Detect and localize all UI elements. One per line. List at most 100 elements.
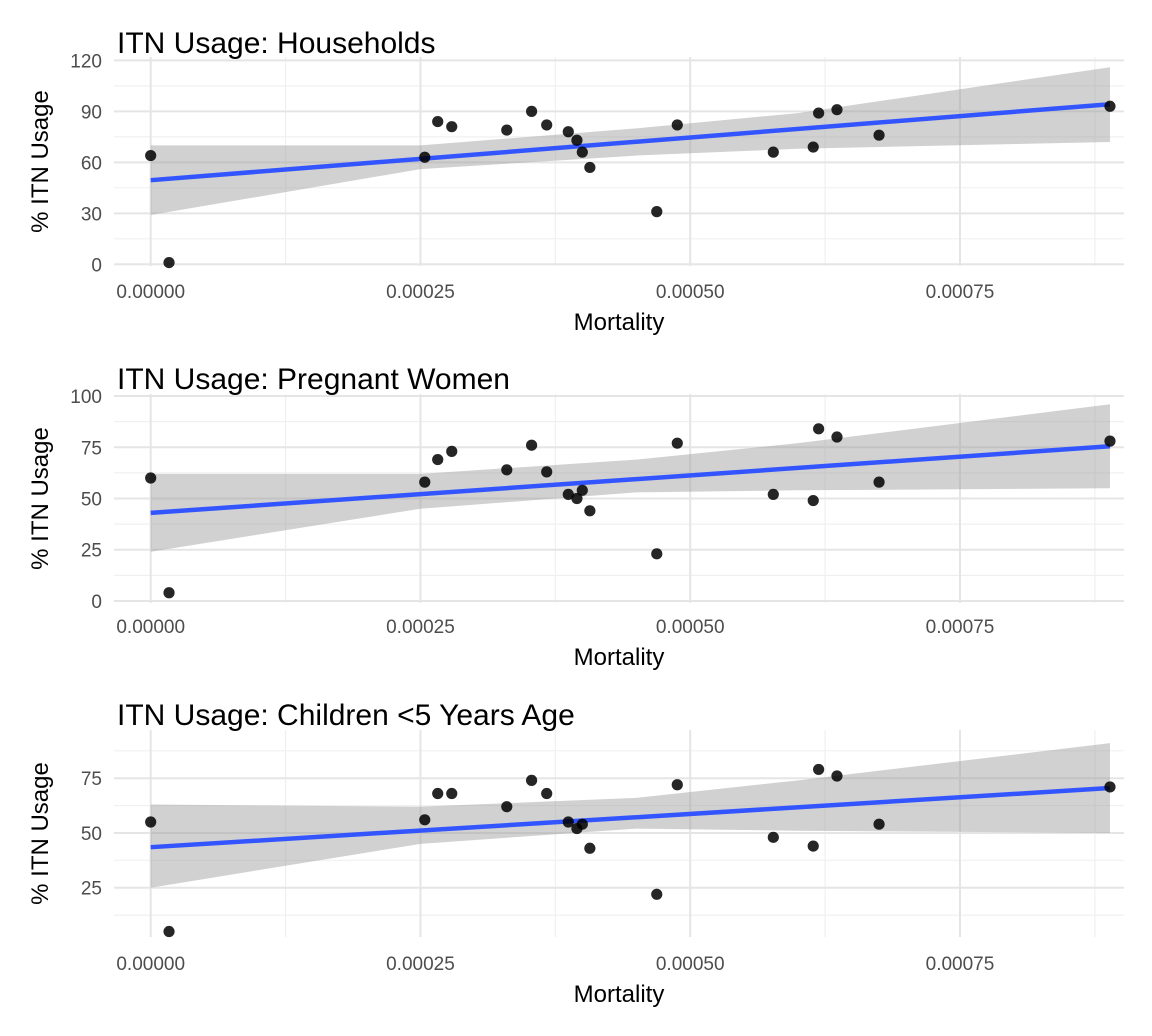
data-point bbox=[831, 104, 843, 116]
data-point bbox=[813, 423, 825, 435]
data-point bbox=[562, 126, 574, 138]
x-axis-label: Mortality bbox=[574, 644, 665, 671]
data-point bbox=[584, 505, 596, 517]
x-tick-label: 0.00050 bbox=[656, 954, 725, 975]
data-point bbox=[807, 141, 819, 153]
data-point bbox=[767, 488, 779, 501]
regression-line bbox=[150, 101, 1111, 183]
data-point bbox=[1104, 435, 1116, 447]
x-tick-label: 0.00025 bbox=[386, 954, 455, 975]
data-point bbox=[671, 779, 683, 791]
data-point bbox=[525, 105, 538, 117]
data-point bbox=[419, 476, 431, 488]
data-point bbox=[501, 124, 513, 136]
data-point bbox=[541, 119, 553, 131]
data-point bbox=[671, 437, 683, 449]
data-point bbox=[584, 842, 596, 854]
data-point bbox=[571, 492, 583, 505]
data-point bbox=[163, 257, 175, 269]
data-point bbox=[873, 818, 885, 830]
data-point bbox=[651, 548, 663, 560]
regression-line bbox=[150, 444, 1111, 516]
data-point bbox=[807, 494, 819, 507]
y-tick-label: 90 bbox=[81, 102, 102, 123]
y-tick-label: 50 bbox=[81, 824, 102, 845]
data-point bbox=[571, 134, 583, 146]
y-tick-label: 0 bbox=[91, 255, 102, 276]
data-point bbox=[576, 146, 588, 158]
x-tick-label: 0.00075 bbox=[926, 954, 995, 975]
chart-panel-1: ITN Usage: Households 0.00000 0.00025 0.000… bbox=[27, 27, 1124, 336]
data-point bbox=[1104, 781, 1116, 793]
data-point bbox=[576, 818, 588, 830]
x-tick-label: 0.00075 bbox=[926, 617, 995, 638]
y-axis-label: % ITN Usage bbox=[27, 427, 54, 570]
data-point bbox=[831, 770, 843, 782]
data-point bbox=[541, 466, 553, 478]
chart-panel-2: ITN Usage: Pregnant Women 0.00000 0.00025 0… bbox=[27, 363, 1124, 671]
data-point bbox=[525, 774, 538, 786]
chart-title: ITN Usage: Children <5 Years Age bbox=[117, 699, 575, 732]
data-point bbox=[501, 801, 513, 813]
x-tick-label: 0.00050 bbox=[656, 282, 725, 303]
data-point bbox=[419, 814, 431, 826]
data-point bbox=[831, 431, 843, 443]
data-point bbox=[419, 151, 431, 163]
data-point bbox=[873, 476, 885, 488]
data-point bbox=[145, 149, 157, 162]
data-point bbox=[541, 787, 553, 800]
data-point bbox=[432, 453, 444, 466]
x-axis-label: Mortality bbox=[574, 309, 665, 336]
data-point bbox=[446, 787, 458, 800]
x-tick-label: 0.00000 bbox=[116, 617, 185, 638]
x-tick-label: 0.00000 bbox=[116, 282, 185, 303]
y-tick-label: 25 bbox=[81, 879, 102, 900]
data-point bbox=[873, 129, 885, 141]
x-tick-label: 0.00025 bbox=[386, 282, 455, 303]
data-point bbox=[501, 464, 513, 476]
data-point bbox=[145, 816, 157, 828]
y-tick-label: 75 bbox=[81, 769, 102, 790]
data-point bbox=[813, 107, 825, 119]
regression-line bbox=[150, 785, 1111, 850]
data-point bbox=[163, 925, 175, 938]
data-point bbox=[651, 888, 663, 900]
y-tick-label: 100 bbox=[70, 387, 102, 408]
data-point bbox=[432, 787, 444, 800]
data-point bbox=[446, 445, 458, 457]
data-point bbox=[813, 763, 825, 776]
data-point bbox=[432, 115, 444, 128]
x-axis-label: Mortality bbox=[574, 981, 665, 1008]
y-tick-label: 50 bbox=[81, 490, 102, 511]
x-tick-label: 0.00075 bbox=[926, 282, 995, 303]
x-tick-label: 0.00050 bbox=[656, 617, 725, 638]
data-point bbox=[767, 146, 779, 158]
y-tick-label: 60 bbox=[81, 153, 102, 174]
data-point bbox=[576, 484, 588, 496]
y-tick-label: 120 bbox=[70, 51, 102, 72]
chart-panel-3: ITN Usage: Children <5 Years Age 0.00000 0… bbox=[27, 699, 1124, 1008]
chart-title: ITN Usage: Pregnant Women bbox=[117, 363, 510, 396]
y-axis-label: % ITN Usage bbox=[27, 762, 54, 905]
data-point bbox=[446, 121, 458, 133]
data-point bbox=[584, 161, 596, 174]
y-axis-label: % ITN Usage bbox=[27, 90, 54, 233]
y-tick-label: 30 bbox=[81, 204, 102, 225]
data-point bbox=[562, 488, 574, 501]
data-point bbox=[145, 472, 157, 484]
x-tick-label: 0.00000 bbox=[116, 954, 185, 975]
data-point bbox=[651, 206, 663, 218]
data-point bbox=[767, 831, 779, 843]
y-tick-label: 0 bbox=[91, 592, 102, 613]
chart-title: ITN Usage: Households bbox=[117, 27, 436, 60]
x-tick-label: 0.00025 bbox=[386, 617, 455, 638]
data-point bbox=[163, 587, 175, 599]
data-point bbox=[1104, 100, 1116, 112]
data-point bbox=[525, 439, 538, 451]
data-point bbox=[807, 840, 819, 852]
y-tick-label: 75 bbox=[81, 438, 102, 459]
data-point bbox=[562, 816, 574, 828]
data-point bbox=[671, 119, 683, 131]
